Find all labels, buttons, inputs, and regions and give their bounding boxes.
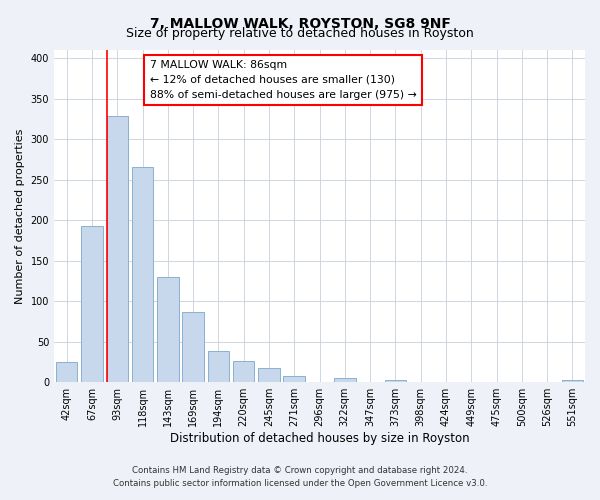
Bar	[157, 277, 179, 382]
Bar	[81, 226, 103, 382]
Text: 7, MALLOW WALK, ROYSTON, SG8 9NF: 7, MALLOW WALK, ROYSTON, SG8 9NF	[149, 18, 451, 32]
Bar	[56, 362, 77, 382]
Bar	[258, 368, 280, 382]
Y-axis label: Number of detached properties: Number of detached properties	[15, 128, 25, 304]
Bar	[233, 361, 254, 382]
Bar	[132, 168, 153, 382]
Bar	[283, 376, 305, 382]
Text: Contains HM Land Registry data © Crown copyright and database right 2024.
Contai: Contains HM Land Registry data © Crown c…	[113, 466, 487, 487]
Bar	[107, 116, 128, 382]
Title: 7, MALLOW WALK, ROYSTON, SG8 9NF
Size of property relative to detached houses in: 7, MALLOW WALK, ROYSTON, SG8 9NF Size of…	[0, 499, 1, 500]
Bar	[182, 312, 204, 382]
Bar	[562, 380, 583, 382]
Bar	[334, 378, 356, 382]
Text: Size of property relative to detached houses in Royston: Size of property relative to detached ho…	[126, 28, 474, 40]
Text: 7 MALLOW WALK: 86sqm
← 12% of detached houses are smaller (130)
88% of semi-deta: 7 MALLOW WALK: 86sqm ← 12% of detached h…	[149, 60, 416, 100]
X-axis label: Distribution of detached houses by size in Royston: Distribution of detached houses by size …	[170, 432, 469, 445]
Bar	[385, 380, 406, 382]
Bar	[208, 352, 229, 382]
